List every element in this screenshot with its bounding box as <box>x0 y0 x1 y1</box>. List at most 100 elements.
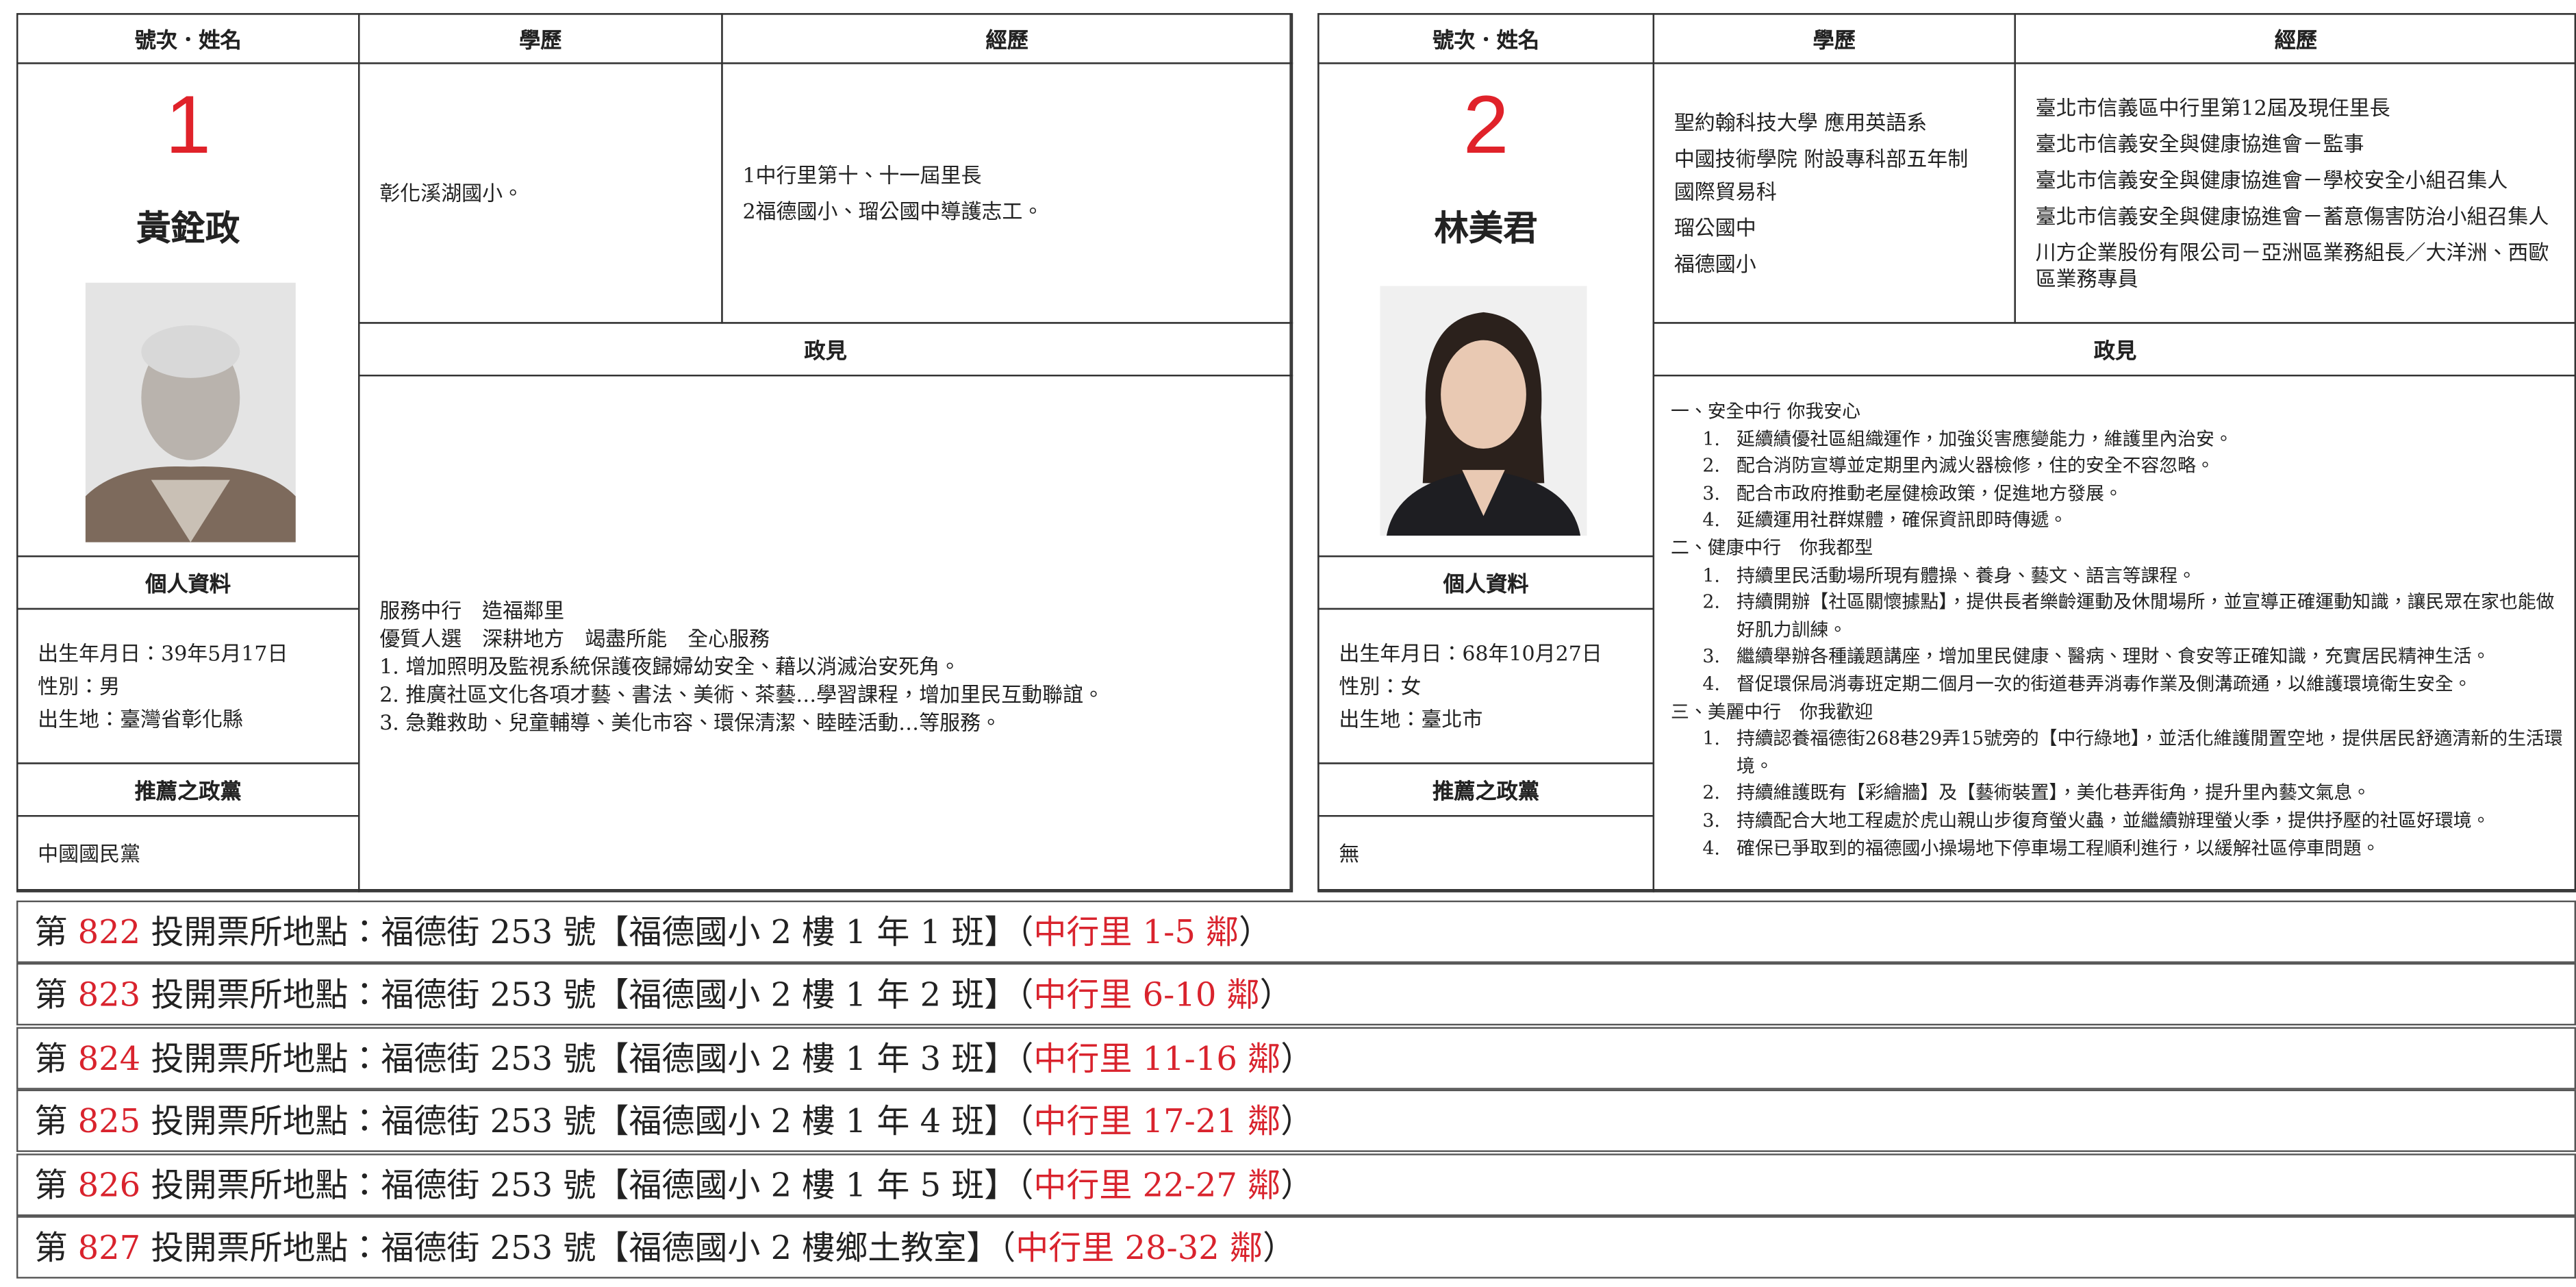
policy-item-text: 持續里民活動場所現有體操、養身、藝文、語言等課程。 <box>1736 564 2197 586</box>
polling-number: 825 <box>77 1101 141 1141</box>
policy-item-text: 延續績優社區組織運作，加強災害應變能力，維護里內治安。 <box>1736 428 2233 450</box>
header-cell: 個人資料 <box>16 555 360 610</box>
header-label: 政見 <box>804 340 847 365</box>
experience-item: 2福德國小、瑠公國中導護志工。 <box>742 198 1044 223</box>
candidate-card: 號次．姓名 學歷 經歷 1 黃銓政 彰化溪湖國小。 1中行里第十、十一屆里長 2福德國小、瑠公… <box>16 13 1293 892</box>
experience-item: 1中行里第十、十一屆里長 <box>742 162 982 187</box>
policy-line: 2. 推廣社區文化各項才藝、書法、美術、茶藝…學習課程，增加里民互動聯誼。 <box>379 682 1104 707</box>
header-label: 經歷 <box>985 29 1028 55</box>
policy-item-text: 配合市政府推動老屋健檢政策，促進地方發展。 <box>1736 482 2123 505</box>
polling-prefix: 第 <box>34 1101 78 1141</box>
experience-item: 臺北市信義安全與健康協進會－蓄意傷害防治小組召集人 <box>2035 203 2549 228</box>
candidate-name: 黃銓政 <box>136 208 240 249</box>
polling-location: 投開票所地點：福德街 253 號【福德國小 2 樓 1 年 4 班】（ <box>140 1101 1034 1141</box>
candidate-photo <box>1380 286 1587 536</box>
candidate-card: 號次．姓名 學歷 經歷 2 林美君 聖約翰科技大學 應用英語系 中國技術學院 附設專科部五年… <box>1317 13 2576 892</box>
personal-cell: 出生年月日：39年5月17日 性別：男出生地：臺灣省彰化縣 <box>16 608 360 764</box>
party-cell: 中國國民黨 <box>16 815 360 892</box>
policy-line: 服務中行 造福鄰里 <box>379 598 565 623</box>
policy-line: 優質人選 深耕地方 竭盡所能 全心服務 <box>379 626 770 651</box>
header-label: 政見 <box>2093 340 2137 365</box>
polling-area: 中行里 11-16 鄰 <box>1033 1038 1281 1078</box>
personal-item: 出生地：臺北市 <box>1339 705 1483 731</box>
policy-heading: 三、美麗中行 你我歡迎 <box>1671 701 1873 723</box>
policy-item-number: 1. <box>1702 428 1720 450</box>
polling-place-row: 第 823 投開票所地點：福德街 253 號【福德國小 2 樓 1 年 2 班】… <box>16 963 2576 1027</box>
policy-item-number: 2. <box>1702 782 1720 804</box>
polling-location: 投開票所地點：福德街 253 號【福德國小 2 樓 1 年 1 班】（ <box>140 912 1034 952</box>
policy-item-text: 持續維護既有【彩繪牆】及【藝術裝置】，美化巷弄街角，提升里內藝文氣息。 <box>1736 782 2371 804</box>
polling-number: 827 <box>77 1227 141 1267</box>
policy-item: 3. 繼續舉辦各種議題講座，增加里民健康、醫病、理財、食安等正確知識，充實居民精神… <box>1671 645 2563 672</box>
header-label: 推薦之政黨 <box>1432 780 1540 805</box>
policy-item-number: 3. <box>1702 482 1720 505</box>
polling-place-row: 第 827 投開票所地點：福德街 253 號【福德國小 2 樓鄉土教室】（中行里… <box>16 1216 2576 1279</box>
policy-heading: 二、健康中行 你我都型 <box>1671 537 1873 559</box>
personal-item: 性別：女 <box>1339 673 1422 698</box>
polling-place-row: 第 825 投開票所地點：福德街 253 號【福德國小 2 樓 1 年 4 班】… <box>16 1090 2576 1153</box>
candidate-number: 2 <box>1463 79 1509 171</box>
policy-item-text: 持續開辦【社區關懷據點】，提供長者樂齡運動及休閒場所，並宣導正確運動知識，讓民眾… <box>1736 592 2555 641</box>
polling-number: 826 <box>77 1164 141 1204</box>
policy-item: 4. 督促環保局消毒班定期二個月一次的街道巷弄消毒作業及側溝疏通，以維護環境衛生安… <box>1671 672 2563 699</box>
policy-cell: 一、安全中行 你我安心 1. 延續績優社區組織運作，加強災害應變能力，維護里內治安。… <box>1652 375 2576 892</box>
polling-area: 中行里 6-10 鄰 <box>1033 975 1260 1015</box>
policy-item-number: 3. <box>1702 810 1720 832</box>
policy-item: 1. 延續績優社區組織運作，加強災害應變能力，維護里內治安。 <box>1671 427 2563 454</box>
polling-suffix: ） <box>1259 975 1293 1015</box>
header-cell: 號次．姓名 <box>16 13 360 64</box>
experience-item: 臺北市信義安全與健康協進會－學校安全小組召集人 <box>2035 166 2508 192</box>
polling-suffix: ） <box>1239 912 1272 952</box>
policy-item-number: 1. <box>1702 564 1720 586</box>
header-label: 推薦之政黨 <box>134 780 242 805</box>
personal-item: 性別：男 <box>38 673 121 698</box>
policy-line: 1. 增加照明及監視系統保護夜歸婦幼安全、藉以消滅治安死角。 <box>379 653 961 679</box>
polling-prefix: 第 <box>34 912 78 952</box>
polling-prefix: 第 <box>34 1164 78 1204</box>
candidate-photo <box>85 282 296 542</box>
polling-place-row: 第 822 投開票所地點：福德街 253 號【福德國小 2 樓 1 年 1 班】… <box>16 900 2576 963</box>
polling-location: 投開票所地點：福德街 253 號【福德國小 2 樓 1 年 5 班】（ <box>140 1164 1034 1204</box>
polling-prefix: 第 <box>34 1227 78 1267</box>
header-cell: 經歷 <box>721 13 1293 64</box>
polling-prefix: 第 <box>34 975 78 1015</box>
education-item: 瑠公國中 <box>1674 214 1756 240</box>
policy-item: 3. 持續配合大地工程處於虎山親山步復育螢火蟲，並繼續辦理螢火季，提供抒壓的社區好… <box>1671 808 2563 836</box>
education-cell: 彰化溪湖國小。 <box>358 62 723 324</box>
polling-place-row: 第 826 投開票所地點：福德街 253 號【福德國小 2 樓 1 年 5 班】… <box>16 1153 2576 1216</box>
experience-item: 臺北市信義安全與健康協進會－監事 <box>2035 130 2364 155</box>
experience-cell: 1中行里第十、十一屆里長 2福德國小、瑠公國中導護志工。 <box>721 62 1293 324</box>
header-cell: 號次．姓名 <box>1317 13 1655 64</box>
policy-item-number: 3. <box>1702 646 1720 668</box>
education-item: 彰化溪湖國小。 <box>379 179 524 205</box>
education-cell: 聖約翰科技大學 應用英語系 中國技術學院 附設專科部五年制 國際貿易科 瑠公國中 福德… <box>1652 62 2016 324</box>
polling-area: 中行里 28-32 鄰 <box>1015 1227 1263 1267</box>
policy-item-text: 延續運用社群媒體，確保資訊即時傳遞。 <box>1736 510 2068 532</box>
header-label: 個人資料 <box>1443 573 1529 599</box>
header-label: 學歷 <box>519 29 562 55</box>
party-cell: 無 <box>1317 815 1655 892</box>
experience-item: 臺北市信義區中行里第12屆及現任里長 <box>2035 94 2390 119</box>
personal-item: 出生地：臺灣省彰化縣 <box>38 705 244 731</box>
polling-place-row: 第 824 投開票所地點：福德街 253 號【福德國小 2 樓 1 年 3 班】… <box>16 1027 2576 1090</box>
education-item: 福德國小 <box>1674 250 1756 275</box>
policy-item: 2. 持續開辦【社區關懷據點】，提供長者樂齡運動及休閒場所，並宣導正確運動知識，讓… <box>1671 590 2563 645</box>
polling-suffix: ） <box>1280 1038 1314 1078</box>
policy-item-text: 督促環保局消毒班定期二個月一次的街道巷弄消毒作業及側溝疏通，以維護環境衛生安全。 <box>1736 673 2472 695</box>
personal-item: 出生年月日：39年5月17日 <box>38 640 288 665</box>
policy-item: 1. 持續里民活動場所現有體操、養身、藝文、語言等課程。 <box>1671 563 2563 590</box>
polling-location: 投開票所地點：福德街 253 號【福德國小 2 樓 1 年 2 班】（ <box>140 975 1034 1015</box>
polling-location: 投開票所地點：福德街 253 號【福德國小 2 樓 1 年 3 班】（ <box>140 1038 1034 1078</box>
policy-cell: 服務中行 造福鄰里優質人選 深耕地方 竭盡所能 全心服務 1. 增加照明及監視系統… <box>358 375 1293 892</box>
policy-item-text: 繼續舉辦各種議題講座，增加里民健康、醫病、理財、食安等正確知識，充實居民精神生活… <box>1736 646 2490 668</box>
policy-item-number: 4. <box>1702 673 1720 695</box>
policy-item-number: 2. <box>1702 455 1720 477</box>
policy-item: 2. 配合消防宣導並定期里內滅火器檢修，住的安全不容忽略。 <box>1671 454 2563 482</box>
candidate-name: 林美君 <box>1434 208 1538 249</box>
header-cell: 推薦之政黨 <box>16 762 360 817</box>
policy-item-text: 配合消防宣導並定期里內滅火器檢修，住的安全不容忽略。 <box>1736 455 2214 477</box>
party-name: 中國國民黨 <box>38 840 141 866</box>
polling-area: 中行里 1-5 鄰 <box>1033 912 1239 952</box>
header-cell: 學歷 <box>1652 13 2016 64</box>
